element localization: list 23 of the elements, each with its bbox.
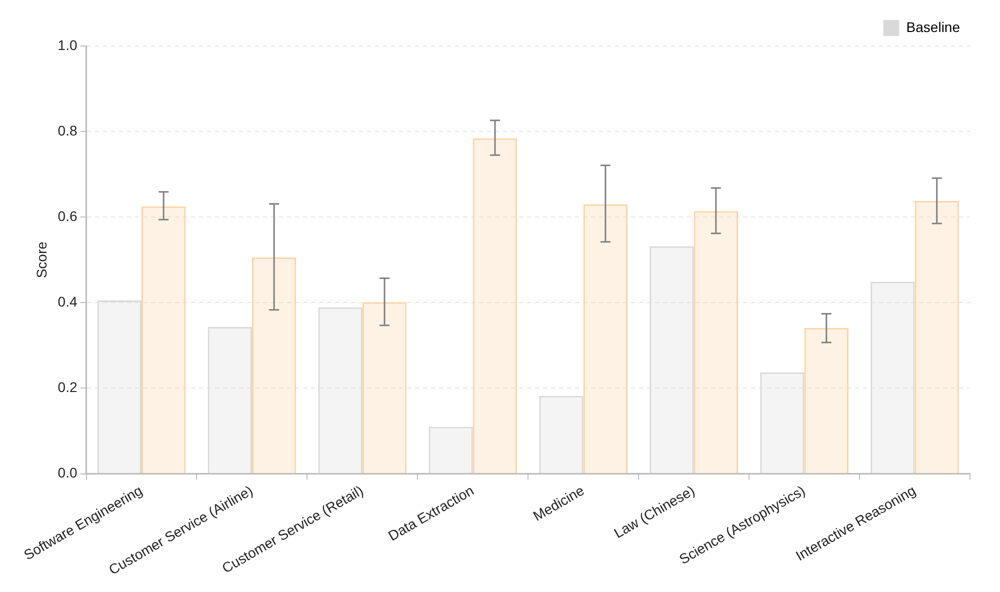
bar: [694, 211, 738, 474]
y-tick-label: 0.4: [58, 294, 78, 310]
bar: [583, 204, 628, 474]
bar: [472, 138, 518, 474]
bar: [650, 246, 694, 474]
bar: [208, 327, 252, 474]
y-tick-label: 0.6: [58, 208, 78, 224]
bar: [97, 300, 142, 474]
y-tick-label: 0.2: [58, 379, 78, 396]
bar: [804, 328, 848, 474]
bar: [539, 396, 584, 474]
y-axis-title: Score: [33, 241, 50, 278]
legend-label: Baseline: [906, 18, 960, 35]
bar: [141, 206, 186, 474]
bar: [318, 307, 362, 474]
bar: [362, 302, 407, 474]
y-tick-label: 0.0: [58, 464, 78, 481]
y-tick-label: 0.8: [58, 122, 78, 138]
bar: [760, 372, 804, 474]
bar: [428, 426, 473, 474]
bar: [870, 282, 915, 474]
y-tick-label: 1.0: [58, 36, 78, 53]
bar: [914, 200, 959, 474]
